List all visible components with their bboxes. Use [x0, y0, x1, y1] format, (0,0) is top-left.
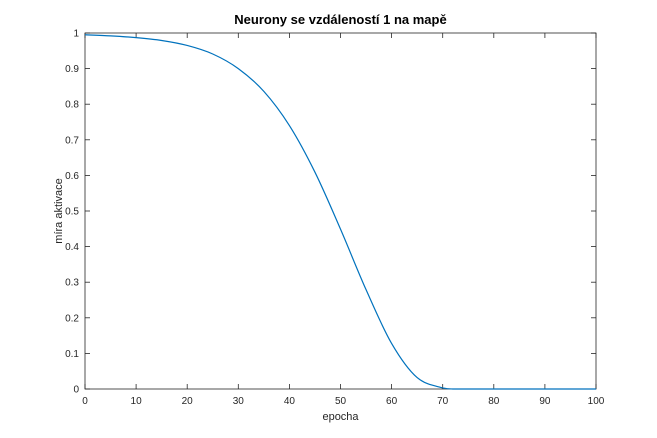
- x-tick-label: 60: [386, 396, 398, 407]
- x-tick-label: 30: [233, 396, 245, 407]
- y-tick-label: 0.5: [65, 207, 79, 218]
- y-tick-label: 1: [73, 29, 79, 40]
- y-tick-label: 0.2: [65, 313, 79, 324]
- y-tick-label: 0: [73, 385, 79, 396]
- y-tick-label: 0.8: [65, 100, 79, 111]
- ticks-layer: 0 10 20 30 40 50 60 70 80 90 100 0 0.1 0.2 0.3 0.4 0.5 0.…: [65, 29, 605, 408]
- x-tick-label: 40: [284, 396, 296, 407]
- x-tick-label: 10: [131, 396, 143, 407]
- y-tick-label: 0.7: [65, 135, 79, 146]
- plot-area: [84, 32, 597, 390]
- y-tick-label: 0.4: [65, 242, 79, 253]
- x-tick-label: 80: [488, 396, 500, 407]
- x-tick-label: 90: [539, 396, 551, 407]
- y-tick-label: 0.1: [65, 349, 79, 360]
- x-axis-label: epocha: [322, 411, 359, 423]
- series-line: [84, 34, 596, 390]
- x-tick-label: 0: [82, 396, 88, 407]
- chart-title: Neurony se vzdáleností 1 na mapě: [234, 12, 446, 27]
- x-tick-label: 50: [335, 396, 347, 407]
- y-axis-label: míra aktivace: [53, 178, 65, 243]
- x-tick-label: 70: [437, 396, 449, 407]
- y-tick-label: 0.6: [65, 171, 79, 182]
- y-tick-label: 0.9: [65, 64, 79, 75]
- x-tick-label: 100: [588, 396, 605, 407]
- x-tick-label: 20: [182, 396, 194, 407]
- y-tick-label: 0.3: [65, 278, 79, 289]
